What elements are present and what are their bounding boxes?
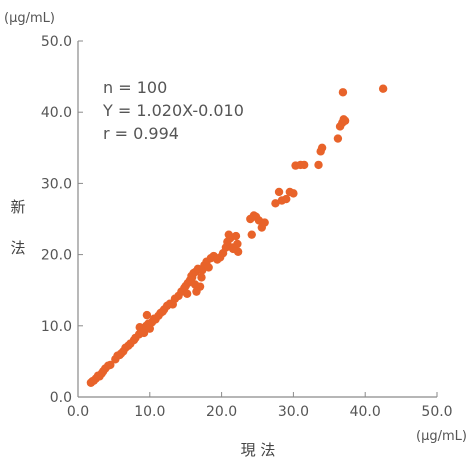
data-point bbox=[274, 187, 284, 197]
x-tick-label: 30.0 bbox=[278, 404, 309, 420]
x-tick-label: 20.0 bbox=[206, 404, 237, 420]
data-point bbox=[88, 377, 97, 386]
data-point bbox=[158, 307, 167, 316]
data-point bbox=[340, 116, 350, 125]
axes-layer bbox=[77, 41, 437, 398]
data-point bbox=[204, 263, 213, 272]
data-point bbox=[135, 323, 144, 332]
data-point bbox=[197, 273, 206, 282]
x-tick-label: 0.0 bbox=[67, 404, 89, 420]
data-point bbox=[289, 189, 298, 198]
data-point bbox=[139, 328, 149, 338]
annotation-r: r = 0.994 bbox=[103, 124, 179, 143]
data-point bbox=[247, 230, 256, 239]
y-unit-label: (μg/mL) bbox=[4, 11, 55, 26]
ticks-layer: 0.0 10.0 20.0 30.0 40.0 50.0 0.0 10.0 20.0 30.0 40… bbox=[41, 34, 453, 420]
data-point bbox=[333, 134, 343, 143]
annotation-n: n = 100 bbox=[103, 78, 167, 97]
x-tick-label: 10.0 bbox=[134, 404, 165, 420]
y-tick-label: 30.0 bbox=[41, 176, 72, 192]
data-point bbox=[317, 143, 327, 152]
x-tick-label: 40.0 bbox=[350, 404, 381, 420]
data-point bbox=[282, 194, 291, 204]
data-point bbox=[260, 218, 269, 227]
y-tick-label: 20.0 bbox=[41, 248, 72, 264]
x-unit-label: (μg/mL) bbox=[416, 429, 467, 444]
data-point bbox=[224, 230, 233, 239]
x-tick-label: 50.0 bbox=[421, 404, 452, 420]
data-point bbox=[168, 300, 177, 309]
data-point bbox=[192, 287, 201, 296]
data-point bbox=[378, 84, 388, 93]
annotation-regression: Y = 1.020X-0.010 bbox=[102, 101, 244, 120]
data-point bbox=[145, 324, 154, 333]
data-point bbox=[182, 289, 192, 298]
data-point bbox=[314, 160, 323, 170]
y-tick-label: 50.0 bbox=[41, 34, 72, 50]
y-axis-title-char-1: 新 bbox=[10, 198, 25, 216]
y-tick-label: 10.0 bbox=[41, 319, 72, 335]
data-point bbox=[231, 231, 241, 241]
data-point bbox=[299, 160, 309, 170]
data-point bbox=[115, 350, 124, 360]
data-point bbox=[103, 361, 113, 370]
data-point bbox=[142, 310, 152, 320]
y-axis-title-char-2: 法 bbox=[10, 239, 25, 257]
x-axis-title: 現 法 bbox=[241, 441, 276, 459]
data-point bbox=[338, 88, 348, 97]
data-point bbox=[228, 244, 238, 254]
data-point bbox=[271, 199, 280, 208]
y-tick-label: 40.0 bbox=[41, 105, 72, 121]
y-tick-label: 0.0 bbox=[50, 390, 72, 406]
points-layer bbox=[86, 84, 388, 387]
